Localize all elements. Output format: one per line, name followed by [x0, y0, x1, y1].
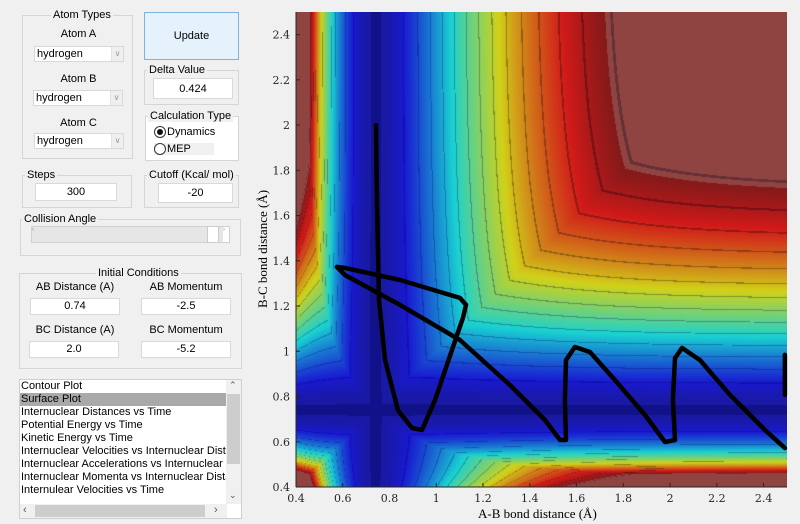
y-tick-label: 0.4: [273, 481, 291, 494]
steps-input[interactable]: 300: [35, 183, 117, 201]
slider-thumb[interactable]: [207, 226, 219, 243]
x-axis-label: A-B bond distance (Å): [478, 506, 597, 521]
mep-label: MEP: [167, 143, 191, 155]
list-item[interactable]: Internuclear Accelerations vs Internucle…: [21, 458, 227, 470]
list-item-selected[interactable]: Surface Plot: [20, 393, 227, 406]
list-item[interactable]: Contour Plot: [21, 380, 83, 392]
y-tick-label: 1: [283, 345, 290, 358]
cutoff-title: Cutoff (Kcal/ mol): [147, 169, 236, 181]
delta-value-input[interactable]: 0.424: [153, 78, 233, 99]
delta-value-title: Delta Value: [147, 64, 208, 76]
scroll-up-icon[interactable]: ⌃: [229, 380, 237, 390]
scroll-left-icon[interactable]: ‹: [23, 504, 27, 516]
list-item[interactable]: Kinetic Energy vs Time: [21, 432, 133, 444]
x-tick-label: 2.2: [708, 492, 726, 505]
bc-momentum-input[interactable]: -5.2: [141, 341, 231, 358]
y-tick-label: 1.8: [273, 164, 291, 177]
steps-group: Steps 300: [22, 169, 132, 208]
ab-momentum-input[interactable]: -2.5: [141, 298, 231, 315]
atom-b-label: Atom B: [60, 73, 97, 85]
chevron-down-icon: ∨: [111, 134, 123, 148]
steps-title: Steps: [25, 169, 58, 181]
list-item[interactable]: Internulear Velocities vs Time: [21, 484, 165, 496]
list-item[interactable]: Internuclear Velocities vs Internuclear …: [21, 445, 227, 457]
slider-right-arrow[interactable]: ›: [223, 227, 229, 242]
horizontal-scrollbar[interactable]: ‹ ›: [20, 504, 227, 518]
ab-distance-label: AB Distance (A): [35, 281, 115, 293]
atom-b-select[interactable]: hydrogen ∨: [33, 90, 123, 106]
collision-angle-group: Collision Angle ‹ ›: [20, 213, 241, 256]
calculation-type-group: Calculation Type Dynamics MEP: [145, 110, 239, 161]
bc-momentum-label: BC Momentum: [149, 324, 223, 336]
dynamics-radio[interactable]: Dynamics: [154, 126, 215, 138]
hscroll-thumb[interactable]: [35, 505, 205, 517]
y-tick-label: 1.4: [273, 255, 291, 268]
atom-a-label: Atom A: [60, 28, 97, 40]
trajectory-line: [334, 122, 788, 451]
radio-selected-icon: [154, 126, 166, 138]
calculation-type-title: Calculation Type: [148, 110, 234, 122]
x-tick-label: 0.4: [287, 492, 305, 505]
x-tick-label: 2.4: [755, 492, 773, 505]
cutoff-group: Cutoff (Kcal/ mol) -20: [144, 169, 239, 208]
plot-axes: 0.4 0.6 0.8 1 1.2 1.4 1.6 1.8 2 2.2 2.4 0.4 0.6 0.8 1 1…: [273, 12, 788, 505]
y-tick-label: 2: [283, 119, 290, 132]
x-tick-label: 1.2: [474, 492, 492, 505]
ab-momentum-label: AB Momentum: [149, 281, 223, 293]
y-axis-label: B-C bond distance (Å): [255, 189, 270, 309]
y-tick-label: 1.6: [273, 210, 291, 223]
y-tick-label: 0.6: [273, 436, 291, 449]
atom-c-label: Atom C: [60, 117, 97, 129]
bc-distance-label: BC Distance (A): [35, 324, 115, 336]
initial-conditions-title: Initial Conditions: [96, 267, 181, 279]
bc-distance-input[interactable]: 2.0: [29, 341, 119, 358]
cutoff-input[interactable]: -20: [158, 183, 233, 203]
slider-left-arrow[interactable]: ‹: [32, 227, 34, 233]
ab-distance-input[interactable]: 0.74: [30, 298, 120, 315]
delta-value-group: Delta Value 0.424: [144, 64, 239, 105]
scroll-thumb[interactable]: [227, 394, 240, 464]
atom-c-value: hydrogen: [37, 135, 83, 147]
y-tick-label: 1.2: [273, 300, 291, 313]
radio-unselected-icon: [154, 143, 166, 155]
x-tick-label: 1.8: [615, 492, 633, 505]
dynamics-label: Dynamics: [167, 126, 216, 138]
x-tick-label: 0.8: [381, 492, 399, 505]
atom-types-group: Atom Types Atom A hydrogen ∨ Atom B hydro…: [22, 9, 133, 159]
y-tick-label: 0.8: [273, 391, 291, 404]
x-tick-label: 2: [667, 492, 674, 505]
atom-types-title: Atom Types: [51, 9, 113, 21]
surface-plot: 0.4 0.6 0.8 1 1.2 1.4 1.6 1.8 2 2.2 2.4 0.4 0.6 0.8 1 1…: [273, 12, 788, 505]
list-item[interactable]: Internuclear Distances vs Time: [21, 406, 172, 418]
atom-b-value: hydrogen: [36, 92, 82, 104]
mep-radio[interactable]: MEP: [154, 143, 214, 155]
vertical-scrollbar[interactable]: ⌃ ⌄: [226, 380, 241, 504]
initial-conditions-group: Initial Conditions AB Distance (A) 0.74 …: [19, 267, 242, 369]
collision-angle-title: Collision Angle: [22, 213, 99, 225]
plot-type-listbox[interactable]: Contour Plot Surface Plot Internuclear D…: [19, 379, 242, 519]
x-tick-label: 1: [433, 492, 440, 505]
update-button[interactable]: Update: [144, 12, 239, 60]
y-tick-label: 2.2: [273, 74, 291, 87]
atom-c-select[interactable]: hydrogen ∨: [34, 133, 124, 149]
y-tick-label: 2.4: [273, 29, 291, 42]
atom-a-select[interactable]: hydrogen ∨: [34, 46, 124, 62]
chevron-down-icon: ∨: [110, 91, 122, 105]
x-tick-label: 1.4: [521, 492, 539, 505]
list-item[interactable]: Internuclear Momenta vs Internuclear Dis…: [21, 471, 227, 483]
atom-a-value: hydrogen: [37, 48, 83, 60]
list-item[interactable]: Potential Energy vs Time: [21, 419, 143, 431]
x-tick-label: 1.6: [568, 492, 586, 505]
x-tick-label: 0.6: [334, 492, 352, 505]
collision-angle-slider[interactable]: ‹ ›: [31, 226, 230, 243]
chevron-down-icon: ∨: [111, 47, 123, 61]
scroll-right-icon[interactable]: ›: [214, 504, 218, 516]
scroll-down-icon[interactable]: ⌄: [229, 490, 237, 500]
